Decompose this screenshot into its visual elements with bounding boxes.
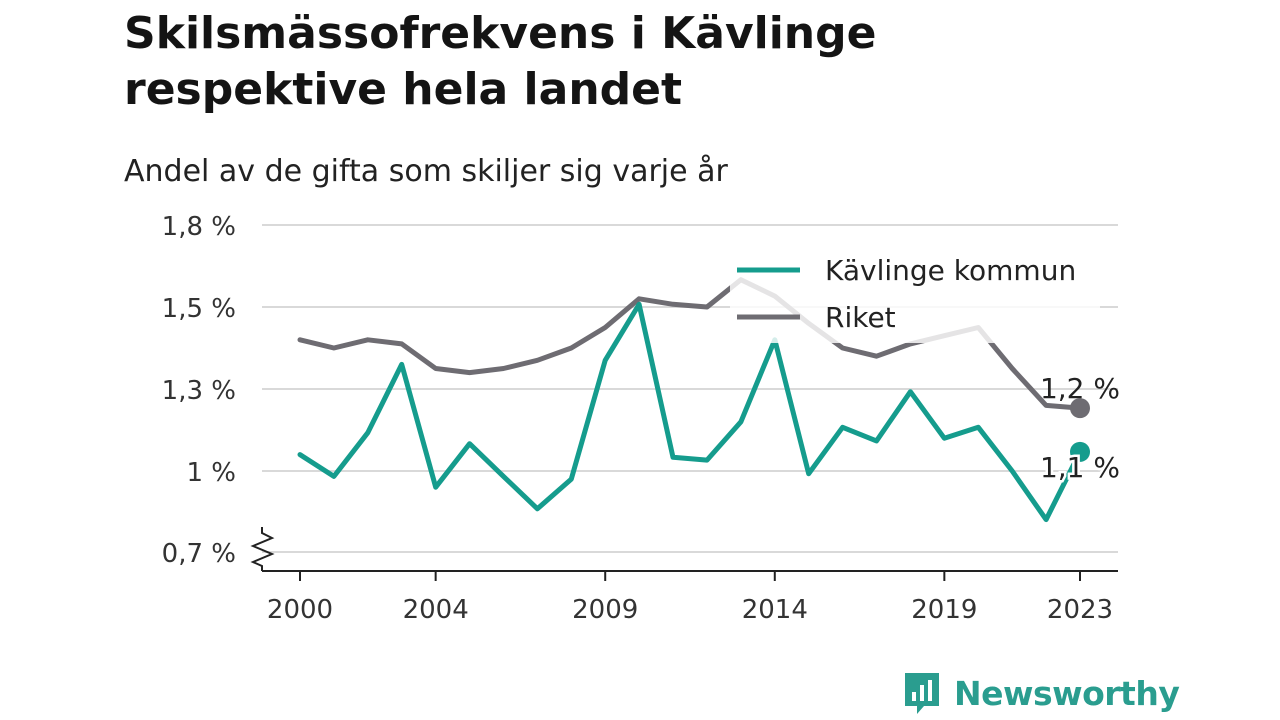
legend-background [730, 243, 1100, 343]
x-tick-label: 2004 [403, 595, 469, 625]
x-axis-ticks: 2000 2004 2009 2014 2019 2023 [267, 571, 1113, 625]
x-tick-label: 2009 [572, 595, 638, 625]
x-tick-label: 2000 [267, 595, 333, 625]
chart-subtitle: Andel av de gifta som skiljer sig varje … [124, 154, 728, 189]
y-tick-label: 1,8 % [162, 212, 236, 242]
end-label-riket: 1,2 % [1040, 372, 1120, 405]
newsworthy-logo: Newsworthy [902, 670, 1180, 716]
x-tick-label: 2023 [1047, 595, 1113, 625]
legend: Kävlinge kommun Riket [730, 243, 1100, 343]
series-line-kavlinge [297, 301, 1083, 523]
x-tick-label: 2014 [742, 595, 808, 625]
x-tick-label: 2019 [911, 595, 977, 625]
y-tick-label: 1,5 % [162, 294, 236, 324]
end-marker-kavlinge [1070, 441, 1090, 462]
end-marker-riket [1070, 398, 1090, 419]
chart-title: Skilsmässofrekvens i Kävlinge respektive… [124, 8, 877, 115]
x-axis [250, 527, 1118, 572]
y-tick-label: 1 % [186, 458, 236, 488]
y-axis-ticks: 0,7 % 1 % 1,3 % 1,5 % 1,8 % [162, 212, 236, 569]
axis-break-marker [250, 527, 275, 571]
end-labels: 1,2 % 1,1 % [1037, 372, 1122, 487]
y-tick-label: 1,3 % [162, 376, 236, 406]
end-label-kavlinge: 1,1 % [1040, 451, 1120, 484]
y-tick-label: 0,7 % [162, 539, 236, 569]
brand-name: Newsworthy [954, 673, 1180, 713]
newsworthy-logo-icon [905, 673, 939, 714]
legend-label: Kävlinge kommun [825, 254, 1076, 287]
legend-label: Riket [825, 301, 896, 334]
